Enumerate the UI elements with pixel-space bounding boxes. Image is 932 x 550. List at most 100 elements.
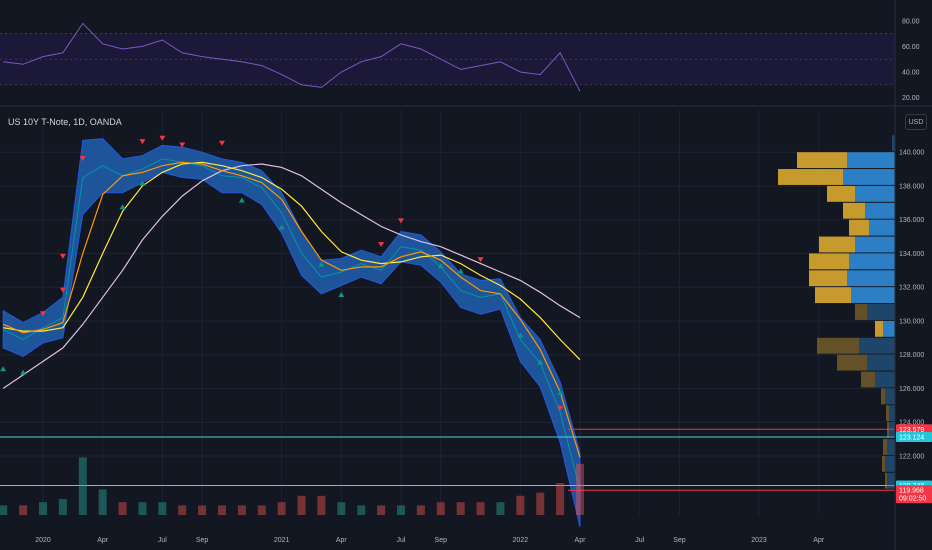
price-label-box [896,431,932,442]
buy-signal-marker [537,359,544,365]
volume-profile-buy-bar [887,439,895,455]
volume-profile-buy-bar [849,253,895,270]
price-tick-label: 124.000 [899,420,924,427]
volume-profile-sell-bar [855,304,867,320]
sell-signal-marker [219,140,225,146]
close-line [2,158,581,490]
volume-profile-buy-bar [885,388,895,405]
volume-bar [218,505,226,515]
rsi-tick-label: 60.00 [902,44,920,51]
volume-profile-sell-bar [809,253,849,270]
price-label-text: 123.579 [899,427,924,434]
time-tick-label: 2021 [274,537,290,544]
sell-signal-marker [59,253,66,259]
volume-bar [138,502,147,515]
price-tick-label: 126.000 [899,386,924,393]
buy-signal-marker [139,180,146,186]
volume-bar [39,502,47,515]
volume-profile-buy-bar [875,371,895,388]
sell-signal-marker [378,242,385,247]
volume-profile-sell-bar [817,337,859,354]
price-pane [0,110,895,527]
buy-signal-marker [119,204,126,210]
buy-signal-marker [278,224,285,230]
volume-bar [576,463,584,515]
volume-bar [337,502,346,515]
price-label-box [896,493,932,504]
sell-signal-marker [179,142,186,148]
volume-profile-sell-bar [827,185,855,202]
volume-bar [178,505,187,515]
rsi-tick-label: 40.00 [902,70,920,77]
volume-profile-buy-bar [859,337,895,354]
volume-profile-sell-bar [819,236,855,253]
buy-signal-marker [557,389,564,395]
volume-bar [198,505,207,515]
volume-bar [357,505,366,515]
buy-signal-marker [318,261,325,267]
time-tick-label: Apr [813,537,825,544]
price-tick-label: 136.000 [899,217,924,224]
volume-bar [397,505,405,515]
buy-signal-marker [0,366,7,372]
sell-signal-marker [79,155,86,161]
time-tick-label: Apr [97,537,109,544]
price-tick-label: 128.000 [899,352,924,359]
volume-bar [476,502,485,515]
volume-profile-buy-bar [892,135,895,152]
volume-profile-buy-bar [855,185,895,202]
volume-profile-buy-bar [883,320,895,337]
currency-unit-button[interactable]: USD [905,114,927,130]
buy-signal-marker [437,263,444,269]
price-label-box [896,424,932,435]
volume-bar [237,505,246,515]
sell-signal-marker [557,405,564,411]
volume-bar [536,492,545,515]
time-tick-label: 2023 [751,537,767,544]
volume-bar [556,483,565,515]
time-tick-label: Jul [158,537,167,544]
sell-signal-marker [159,135,166,141]
rsi-tick-label: 80.00 [902,18,920,25]
volume-bar [516,495,525,515]
time-tick-label: 2022 [513,537,529,544]
volume-profile-sell-bar [849,219,869,236]
volume-profile-sell-bar [881,388,885,405]
sell-signal-marker [139,139,146,145]
volume-profile-buy-bar [889,422,895,439]
price-tick-label: 130.000 [899,318,924,325]
volume-profile-sell-bar [815,287,851,304]
volume-bar [257,505,266,515]
volume-bar [297,495,306,515]
volume-bar [436,502,445,515]
sell-signal-marker [40,311,46,317]
volume-profile-buy-bar [851,287,895,304]
price-label-text: 119.968 [899,488,924,495]
volume-profile-buy-bar [865,202,895,219]
sell-signal-marker [477,257,484,263]
buy-signal-marker [457,268,464,274]
volume-bar [456,502,465,515]
buy-signal-marker [517,332,524,338]
time-tick-label: Sep [673,537,686,544]
buy-signal-marker [20,369,27,375]
volume-bar [19,505,28,515]
price-tick-label: 140.000 [899,150,924,157]
volume-bar [416,505,425,515]
rsi-pane [0,22,895,92]
sell-signal-marker [59,287,66,293]
volume-profile-buy-bar [889,405,895,422]
sma-mid-line [3,161,581,361]
price-label-text: 09:02:50 [899,496,926,503]
time-tick-label: Apr [336,537,348,544]
volume-profile-sell-bar [885,472,887,489]
volume-histogram [0,457,584,515]
time-tick-label: 2020 [35,537,51,544]
volume-profile-sell-bar [778,169,843,185]
volume-bar [98,489,107,515]
volume-bar [58,499,67,515]
buy-signal-marker [338,291,345,297]
volume-bar [377,505,386,515]
price-tick-label: 122.000 [899,453,924,460]
price-label-text: 123.124 [899,434,924,441]
